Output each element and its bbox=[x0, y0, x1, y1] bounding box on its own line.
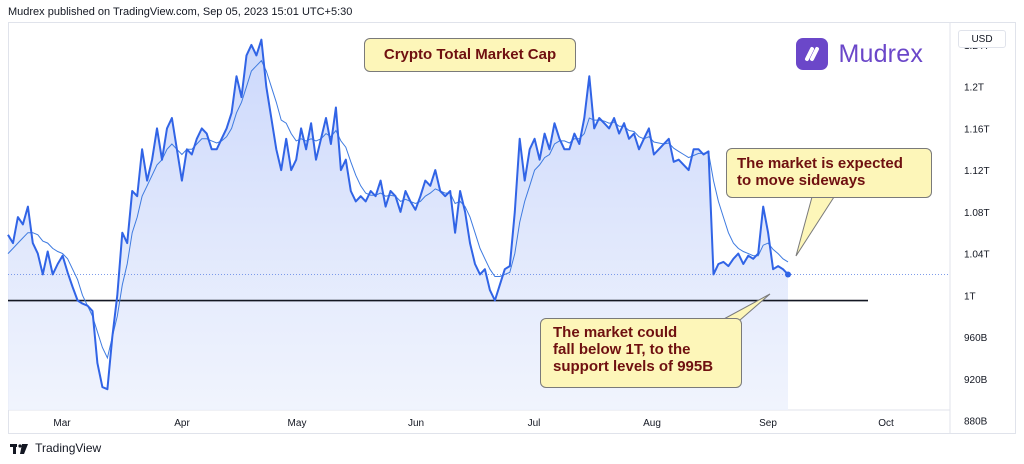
x-tick-label: Apr bbox=[174, 418, 190, 429]
y-tick-label: 880B bbox=[964, 416, 988, 427]
sideways-pointer bbox=[795, 196, 835, 257]
x-tick-label: May bbox=[288, 418, 307, 429]
fall-annotation: The market could fall below 1T, to the s… bbox=[540, 318, 742, 388]
x-tick-label: Jul bbox=[528, 418, 541, 429]
brand-logo: Mudrex bbox=[796, 38, 923, 76]
last-price-point[interactable] bbox=[785, 271, 791, 278]
currency-label[interactable]: USD bbox=[958, 30, 1006, 48]
line-layer bbox=[7, 38, 950, 391]
tradingview-footer-label: TradingView bbox=[35, 441, 102, 455]
tradingview-logo-icon bbox=[10, 443, 28, 454]
y-tick-label: 920B bbox=[964, 375, 988, 386]
y-tick-label: 1.04T bbox=[964, 250, 990, 261]
y-tick-label: 1.08T bbox=[964, 208, 990, 219]
chart-title-annotation: Crypto Total Market Cap bbox=[364, 38, 576, 72]
sideways-annotation-line: to move sideways bbox=[737, 172, 866, 189]
time-axis[interactable]: Mar Apr May Jun Jul Aug Sep Oct bbox=[53, 418, 894, 429]
x-tick-label: Oct bbox=[878, 418, 894, 429]
y-tick-label: 1.12T bbox=[964, 166, 990, 177]
chart-frame bbox=[8, 22, 1016, 434]
y-tick-label: 960B bbox=[964, 333, 988, 344]
y-tick-label: 1T bbox=[964, 291, 976, 302]
brand-name: Mudrex bbox=[838, 39, 924, 68]
area-layer bbox=[8, 39, 788, 410]
mudrex-logo-icon bbox=[796, 38, 828, 70]
x-tick-label: Mar bbox=[53, 418, 71, 429]
fall-annotation-line: support levels of 995B bbox=[553, 358, 714, 375]
moving-average-line bbox=[7, 59, 789, 360]
sideways-annotation-line: The market is expected bbox=[737, 155, 903, 172]
y-tick-label: 1.16T bbox=[964, 124, 990, 135]
x-tick-label: Sep bbox=[759, 418, 777, 429]
sideways-annotation: The market is expected to move sideways bbox=[726, 148, 932, 198]
tradingview-footer[interactable]: TradingView bbox=[10, 441, 101, 455]
x-tick-label: Aug bbox=[643, 418, 661, 429]
fall-annotation-line: fall below 1T, to the bbox=[553, 341, 691, 358]
price-line[interactable] bbox=[7, 38, 789, 391]
y-tick-label: 1.2T bbox=[964, 83, 984, 94]
publisher-caption: Mudrex published on TradingView.com, Sep… bbox=[8, 6, 353, 18]
x-tick-label: Jun bbox=[408, 418, 424, 429]
price-axis[interactable]: 1.24T1.2T1.16T1.12T1.08T1.04T1T960B920B8… bbox=[964, 41, 990, 428]
price-area bbox=[8, 39, 788, 410]
fall-annotation-line: The market could bbox=[553, 324, 678, 341]
